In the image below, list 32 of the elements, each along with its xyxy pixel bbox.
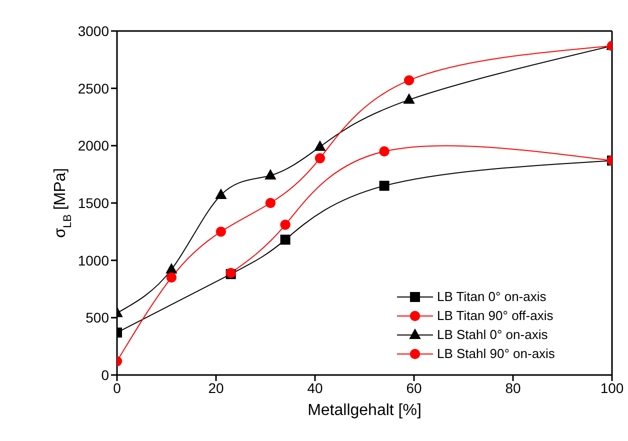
point: [265, 198, 276, 208]
legend-label: LB Stahl 0° on-axis: [437, 327, 548, 342]
y-tick-label: 2500: [78, 80, 110, 96]
x-tick-label: 20: [208, 380, 224, 396]
point: [264, 169, 276, 180]
point: [215, 188, 226, 199]
x-tick-label: 100: [600, 380, 624, 396]
y-tick-label: 1000: [78, 252, 110, 268]
point: [280, 234, 290, 245]
legend-label: LB Titan 90° off-axis: [437, 308, 554, 323]
legend-label: LB Titan 0° on-axis: [437, 289, 546, 304]
point: [379, 180, 390, 191]
y-tick-label: 0: [101, 366, 110, 383]
y-tick-label: 2000: [78, 138, 110, 154]
x-tick-label: 40: [307, 380, 323, 396]
x-tick-label: 0: [113, 380, 122, 396]
point: [166, 264, 177, 274]
point: [404, 75, 414, 86]
point: [379, 146, 390, 156]
point: [314, 153, 326, 164]
point: [404, 94, 415, 104]
x-axis-title: Metallgehalt [%]: [308, 402, 422, 419]
legend-label: LB Stahl 90° on-axis: [437, 346, 555, 361]
y-tick-label: 1500: [78, 194, 110, 211]
point: [314, 140, 326, 151]
x-tick-label: 80: [505, 380, 521, 396]
x-tick-label: 60: [406, 380, 422, 396]
point: [216, 226, 226, 237]
point: [166, 272, 177, 283]
point: [280, 220, 290, 230]
y-tick-label: 3000: [78, 22, 110, 39]
y-tick-label: 500: [86, 310, 110, 326]
